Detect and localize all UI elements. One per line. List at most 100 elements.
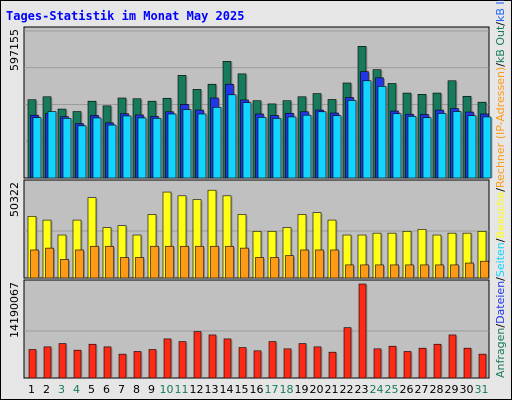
bar-seiten-27 bbox=[422, 117, 433, 179]
bar-kb-f-9-fill bbox=[148, 349, 157, 379]
bar-kb-out-1-fill bbox=[30, 249, 39, 279]
panel-2-ymax-label: 50322 bbox=[8, 182, 21, 217]
bar-kb-f-6 bbox=[103, 346, 113, 379]
bar-seiten-20-fill bbox=[317, 111, 327, 179]
bar-kb-f-18-fill bbox=[283, 348, 292, 379]
bar-kb-out-19-fill bbox=[300, 249, 309, 279]
bar-seiten-22-fill bbox=[347, 100, 357, 179]
bar-seiten-23 bbox=[362, 80, 373, 179]
bar-kb-f-19 bbox=[298, 343, 308, 379]
bar-kb-f-28 bbox=[433, 343, 443, 379]
bar-kb-f-23 bbox=[358, 283, 368, 379]
bar-seiten-11 bbox=[182, 109, 193, 179]
x-tick-label-6: 6 bbox=[103, 383, 110, 396]
x-tick-label-8: 8 bbox=[133, 383, 140, 396]
bar-seiten-25 bbox=[392, 113, 403, 179]
bar-seiten-9 bbox=[152, 118, 163, 179]
bar-kb-f-31 bbox=[478, 353, 488, 379]
bar-kb-out-12 bbox=[195, 245, 205, 279]
bar-seiten-15 bbox=[242, 102, 253, 179]
bar-kb-f-2 bbox=[43, 346, 53, 379]
bar-kb-f-24-fill bbox=[373, 348, 382, 379]
bar-kb-f-12 bbox=[193, 331, 203, 379]
bar-kb-out-21-fill bbox=[330, 249, 339, 279]
bar-kb-out-12-fill bbox=[195, 245, 204, 279]
bar-seiten-7-fill bbox=[122, 115, 132, 179]
bar-kb-out-26-fill bbox=[405, 264, 414, 279]
bar-kb-out-6 bbox=[105, 245, 115, 279]
bar-seiten-31-fill bbox=[482, 116, 492, 179]
x-tick-label-25: 25 bbox=[385, 383, 399, 396]
bar-kb-out-30 bbox=[465, 262, 475, 279]
bar-kb-f-16 bbox=[253, 350, 263, 379]
x-tick-label-16: 16 bbox=[250, 383, 264, 396]
bar-kb-f-21-fill bbox=[328, 351, 337, 379]
x-tick-label-15: 15 bbox=[235, 383, 249, 396]
x-tick-label-17: 17 bbox=[265, 383, 279, 396]
bar-kb-out-27 bbox=[420, 264, 430, 279]
bar-kb-out-20-fill bbox=[315, 249, 324, 279]
panel-1-ymax-label: 597155 bbox=[8, 29, 21, 71]
x-tick-label-10: 10 bbox=[160, 383, 174, 396]
panel-3: 14190067 bbox=[8, 279, 490, 379]
bar-seiten-29-fill bbox=[452, 111, 462, 179]
legend-item-10: kB Out bbox=[494, 25, 507, 63]
bar-kb-out-7 bbox=[120, 257, 130, 279]
bar-kb-f-18 bbox=[283, 348, 293, 379]
bar-seiten-14-fill bbox=[227, 94, 237, 179]
bar-seiten-20 bbox=[317, 111, 328, 179]
legend-item-9: / bbox=[494, 63, 507, 67]
bar-seiten-19-fill bbox=[302, 114, 312, 179]
bar-kb-f-21 bbox=[328, 351, 338, 379]
bar-seiten-16-fill bbox=[257, 117, 267, 179]
bar-kb-f-7-fill bbox=[118, 353, 127, 379]
bar-seiten-2-fill bbox=[47, 111, 57, 179]
bar-seiten-2 bbox=[47, 111, 58, 179]
bar-kb-f-22 bbox=[343, 327, 353, 379]
legend-item-7: / bbox=[494, 188, 507, 192]
bar-kb-out-9 bbox=[150, 245, 160, 279]
bar-seiten-19 bbox=[302, 114, 313, 179]
bar-kb-out-31 bbox=[480, 260, 490, 279]
bar-kb-f-30-fill bbox=[463, 347, 472, 379]
bar-seiten-14 bbox=[227, 94, 238, 179]
legend-item-8: Rechner (IP-Adressen) bbox=[494, 67, 507, 188]
bar-kb-out-5-fill bbox=[90, 245, 99, 279]
bar-seiten-10-fill bbox=[167, 113, 177, 179]
bar-kb-f-17-fill bbox=[268, 341, 277, 379]
bar-kb-out-31-fill bbox=[480, 260, 489, 279]
bar-kb-f-8-fill bbox=[133, 351, 142, 379]
bar-kb-f-23-fill bbox=[358, 283, 367, 379]
bar-kb-f-17 bbox=[268, 341, 278, 379]
bar-kb-f-14-fill bbox=[223, 338, 232, 379]
bar-kb-f-7 bbox=[118, 353, 128, 379]
bar-kb-out-29-fill bbox=[450, 264, 459, 279]
bar-kb-f-11-fill bbox=[178, 341, 187, 379]
bar-seiten-9-fill bbox=[152, 118, 162, 179]
bar-kb-f-26-fill bbox=[403, 351, 412, 379]
bar-seiten-21 bbox=[332, 115, 343, 179]
x-tick-label-29: 29 bbox=[445, 383, 459, 396]
bar-kb-f-19-fill bbox=[298, 343, 307, 379]
bar-kb-f-29-fill bbox=[448, 334, 457, 379]
bar-kb-f-3 bbox=[58, 343, 68, 379]
bar-seiten-24-fill bbox=[377, 86, 387, 179]
bar-seiten-25-fill bbox=[392, 113, 402, 179]
x-tick-label-21: 21 bbox=[325, 383, 339, 396]
bar-kb-f-3-fill bbox=[58, 343, 67, 379]
bar-kb-f-14 bbox=[223, 338, 233, 379]
bar-seiten-31 bbox=[482, 116, 493, 179]
legend-item-4: Seiten bbox=[494, 242, 507, 277]
x-tick-label-11: 11 bbox=[175, 383, 189, 396]
bar-kb-f-8 bbox=[133, 351, 143, 379]
chart-title: Tages-Statistik im Monat May 2025 bbox=[6, 9, 244, 23]
bar-seiten-24 bbox=[377, 86, 388, 179]
bar-kb-out-30-fill bbox=[465, 262, 474, 279]
bar-kb-out-15-fill bbox=[240, 247, 249, 279]
bar-kb-out-26 bbox=[405, 264, 415, 279]
legend-item-1: / bbox=[494, 324, 507, 328]
legend-item-11: / bbox=[494, 22, 507, 26]
bar-kb-f-31-fill bbox=[478, 353, 487, 379]
bar-seiten-26-fill bbox=[407, 116, 417, 179]
